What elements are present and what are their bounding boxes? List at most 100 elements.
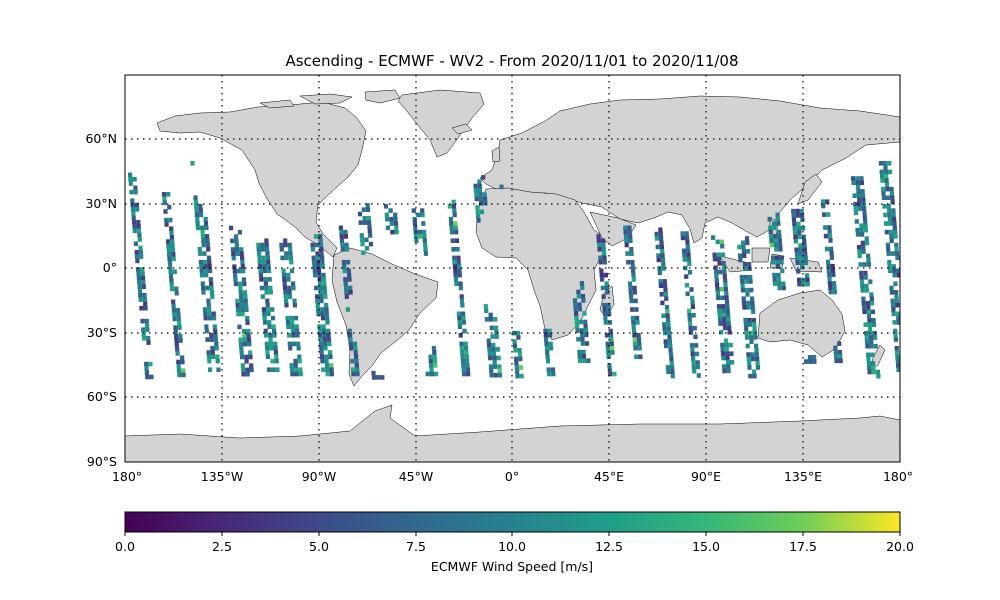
wind-cell (751, 317, 756, 323)
wind-cell (723, 282, 728, 288)
wind-cell (248, 350, 253, 355)
colorbar-gradient (124, 511, 901, 533)
wind-cell (239, 294, 244, 300)
wind-cell (887, 264, 892, 269)
wind-cell (339, 234, 344, 239)
wind-cell (863, 322, 868, 327)
wind-cell (888, 169, 893, 175)
wind-cell (167, 252, 172, 257)
wind-cell (197, 247, 202, 252)
wind-cell (206, 247, 211, 252)
wind-cell (668, 343, 673, 349)
wind-cell (663, 283, 668, 288)
wind-cell (346, 268, 351, 274)
wind-cell (452, 212, 457, 218)
wind-cell (325, 367, 330, 372)
wind-cell (453, 268, 458, 274)
wind-cell (463, 341, 468, 347)
wind-cell (580, 293, 586, 299)
wind-cell (134, 250, 139, 255)
wind-cell (744, 335, 750, 340)
wind-cell (769, 238, 774, 243)
wind-cell (803, 251, 808, 257)
wind-cell (205, 285, 210, 291)
wind-cell (884, 178, 889, 183)
wind-cell (630, 264, 635, 269)
wind-cell (719, 329, 724, 335)
wind-cell (168, 217, 173, 223)
wind-cell (268, 337, 273, 342)
wind-cell (143, 305, 148, 311)
wind-cell (793, 238, 798, 244)
wind-cell (604, 333, 609, 338)
wind-cell (781, 281, 786, 286)
wind-cell (628, 234, 633, 239)
wind-cell (867, 322, 872, 327)
wind-cell (664, 304, 670, 310)
wind-cell (484, 308, 489, 313)
wind-cell (889, 238, 894, 243)
wind-cell (206, 255, 212, 261)
wind-cell (628, 290, 633, 295)
wind-cell (451, 247, 456, 252)
wind-cell (343, 229, 348, 235)
wind-cell (240, 260, 245, 265)
wind-cell (654, 236, 659, 241)
wind-cell (605, 345, 611, 351)
wind-cell (465, 358, 470, 364)
wind-cell (741, 300, 747, 306)
wind-cell (141, 275, 146, 281)
wind-cell (349, 345, 354, 351)
wind-cell (722, 325, 728, 331)
wind-cell (827, 229, 832, 235)
wind-cell (428, 358, 433, 364)
wind-cell (663, 292, 668, 297)
wind-cell (240, 311, 245, 317)
wind-cell (320, 354, 325, 360)
wind-cell (803, 359, 809, 364)
wind-cell (238, 290, 243, 295)
wind-cell (282, 277, 287, 282)
wind-cell (322, 337, 327, 342)
wind-cell (245, 320, 250, 325)
wind-cell (488, 355, 493, 361)
wind-cell (869, 343, 874, 349)
wind-cell (316, 259, 321, 265)
wind-cell (725, 355, 730, 361)
wind-cell (851, 180, 856, 186)
wind-cell (481, 175, 486, 180)
wind-cell (389, 216, 394, 222)
wind-cell (168, 269, 173, 274)
wind-cell (473, 188, 478, 193)
wind-cell (414, 238, 419, 243)
wind-cell (198, 204, 203, 209)
wind-cell (895, 302, 900, 308)
wind-cell (270, 358, 275, 364)
wind-cell (486, 338, 491, 344)
wind-cell (208, 268, 213, 274)
wind-cell (170, 286, 175, 292)
wind-cell (820, 199, 826, 204)
wind-cell (166, 243, 171, 249)
wind-cell (659, 292, 664, 297)
wind-cell (413, 225, 418, 231)
wind-cell (171, 303, 176, 309)
wind-cell (833, 349, 838, 355)
wind-cell (831, 272, 836, 278)
wind-cell (141, 331, 146, 337)
wind-cell (893, 328, 898, 334)
wind-cell (792, 226, 797, 231)
wind-cell (360, 241, 365, 247)
wind-cell (577, 302, 582, 308)
wind-cell (287, 333, 292, 338)
wind-cell (162, 196, 167, 201)
wind-cell (837, 341, 842, 346)
wind-cell (132, 224, 137, 229)
wind-cell (727, 329, 732, 335)
wind-cell (354, 363, 359, 368)
wind-cell (240, 354, 245, 360)
wind-cell (200, 281, 205, 286)
wind-cell (130, 202, 135, 208)
wind-cell (719, 286, 724, 292)
wind-cell (491, 342, 496, 348)
